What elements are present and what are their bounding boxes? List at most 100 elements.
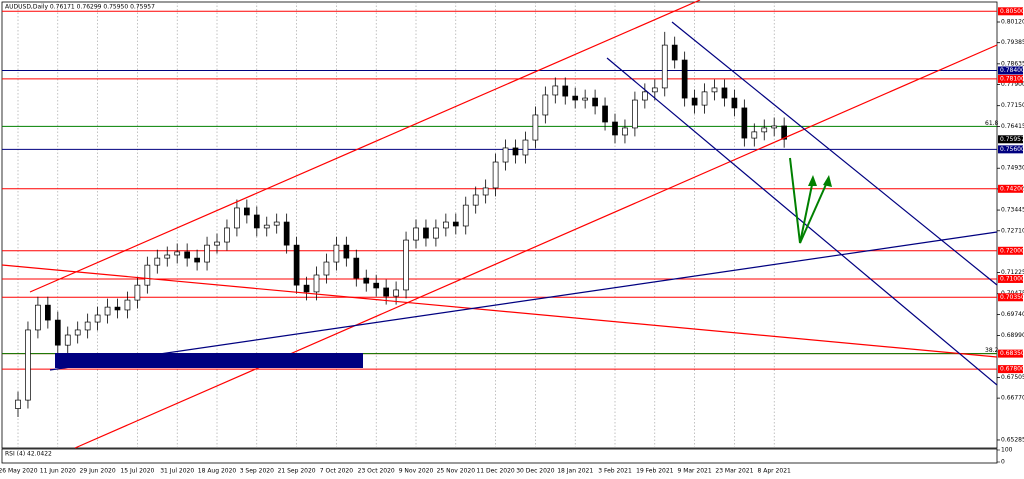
candle-body <box>44 304 51 321</box>
y-tick-label: 0.80120 <box>1001 19 1024 26</box>
candle-body <box>373 282 380 289</box>
candle-body <box>343 244 350 259</box>
fib-label: 38.2 <box>985 347 999 354</box>
candle-body <box>234 207 240 229</box>
candle-body <box>94 314 101 323</box>
candle-body <box>164 254 171 259</box>
candle-body <box>74 329 81 336</box>
candle-body <box>443 221 449 229</box>
candle-body <box>204 244 210 263</box>
candle-body <box>393 289 399 297</box>
candle-body <box>771 125 778 129</box>
candle-body <box>54 319 61 346</box>
candle-body <box>572 95 579 101</box>
candle-body <box>492 161 499 189</box>
x-tick-label: 9 Nov 2020 <box>399 468 434 475</box>
level-label: 0.75600 <box>1000 146 1024 153</box>
plot-frame <box>1 1 998 449</box>
candle-body <box>681 59 688 99</box>
trend-line <box>1 264 998 358</box>
x-tick-label: 18 Aug 2020 <box>198 468 237 475</box>
x-tick-label: 15 Jul 2020 <box>120 468 154 475</box>
candle-body <box>552 85 559 96</box>
level-label-box <box>998 274 1023 283</box>
candle-body <box>403 239 409 291</box>
projection-arrows <box>789 157 832 244</box>
indicator-tick-label: 0 <box>1001 459 1005 466</box>
candle-body <box>661 44 668 89</box>
y-tick-label: 0.77150 <box>1001 102 1024 109</box>
y-tick-label: 0.76415 <box>1001 123 1024 130</box>
y-tick-label: 0.77900 <box>1001 81 1024 88</box>
channel-line <box>671 21 998 286</box>
candle-body <box>353 257 360 279</box>
candle-body <box>124 299 131 311</box>
candle-body <box>303 284 310 293</box>
candle-body <box>522 139 529 156</box>
level-label-box <box>998 135 1023 144</box>
candle-body <box>363 277 370 284</box>
x-tick-label: 19 Feb 2021 <box>636 468 674 475</box>
x-tick-label: 30 Dec 2020 <box>516 468 555 475</box>
candle-body <box>25 329 31 401</box>
candle-body <box>114 306 121 311</box>
level-label: 0.75957 <box>1000 136 1024 143</box>
x-tick-label: 3 Feb 2021 <box>598 468 632 475</box>
candle-body <box>423 227 429 239</box>
level-label-box <box>998 184 1023 193</box>
x-tick-label: 11 Dec 2020 <box>476 468 515 475</box>
x-tick-label: 11 Jun 2020 <box>40 468 76 475</box>
candle-body <box>761 127 768 133</box>
candle-body <box>144 264 151 286</box>
level-label: 0.72000 <box>1000 247 1024 254</box>
channel-line <box>606 57 998 386</box>
level-label: 0.70350 <box>1000 294 1024 301</box>
candle-body <box>64 334 71 346</box>
candle-body <box>194 257 200 263</box>
x-tick-label: 31 Jul 2020 <box>160 468 194 475</box>
y-tick-label: 0.69740 <box>1001 311 1024 318</box>
arrow-head <box>808 175 817 186</box>
x-tick-label: 9 Mar 2021 <box>677 468 711 475</box>
candle-body <box>323 261 330 276</box>
fib-label: 61.8 <box>985 120 999 127</box>
candle-body <box>741 107 748 139</box>
candle-body <box>711 87 718 93</box>
candle-body <box>15 399 21 409</box>
candle-body <box>283 221 290 246</box>
y-tick-label: 0.67505 <box>1001 374 1024 381</box>
level-label: 0.71000 <box>1000 275 1024 282</box>
y-tick-label: 0.68990 <box>1001 332 1024 339</box>
x-tick-label: 7 Oct 2020 <box>320 468 353 475</box>
y-tick-label: 0.78635 <box>1001 60 1024 67</box>
candle-body <box>413 227 419 241</box>
x-tick-label: 8 Apr 2021 <box>758 468 791 475</box>
indicator-title: RSI (4) 42.0422 <box>5 451 52 458</box>
candle-body <box>184 251 190 259</box>
x-tick-label: 29 Jun 2020 <box>80 468 116 475</box>
candle-body <box>622 127 628 136</box>
candle-body <box>651 87 658 93</box>
y-tick-label: 0.72710 <box>1001 227 1024 234</box>
trend-line <box>49 231 998 371</box>
x-tick-label: 25 Nov 2020 <box>437 468 476 475</box>
candle-body <box>313 274 320 293</box>
level-label: 0.67800 <box>1000 366 1024 373</box>
y-tick-label: 0.66770 <box>1001 395 1024 402</box>
arrow-path <box>799 179 829 244</box>
candle-body <box>214 241 220 246</box>
candle-body <box>632 99 638 129</box>
trend-line <box>29 0 701 293</box>
candle-body <box>293 244 300 286</box>
candle-body <box>333 244 340 263</box>
candle-body <box>472 194 479 206</box>
candle-body <box>542 94 549 116</box>
candle-body <box>671 44 678 61</box>
level-label-box <box>998 7 1023 16</box>
x-tick-label: 3 Sep 2020 <box>240 468 274 475</box>
indicator-frame <box>1 448 998 464</box>
chart-title: AUDUSD,Daily 0.76171 0.76299 0.75950 0.7… <box>5 4 155 11</box>
candle-body <box>253 214 260 229</box>
candle-body <box>512 147 519 156</box>
